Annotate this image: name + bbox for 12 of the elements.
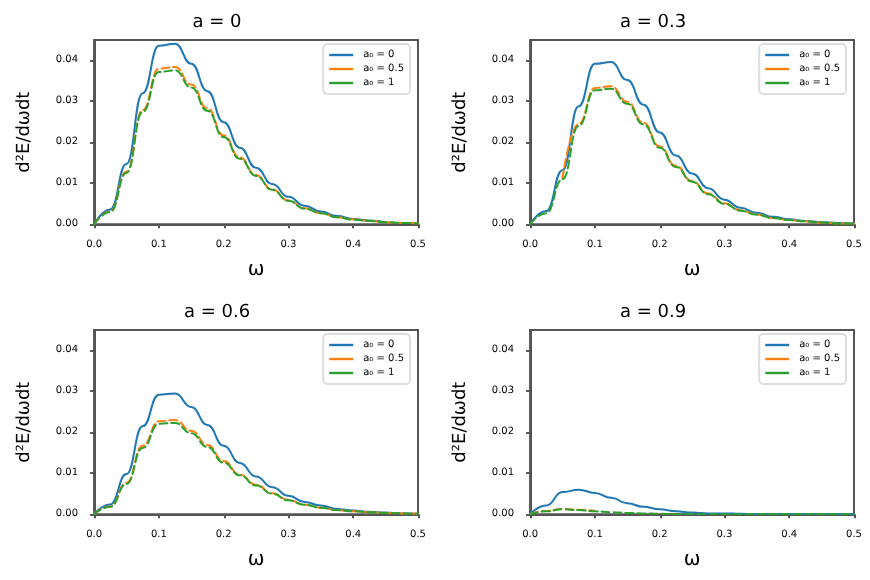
chart-title: a = 0 (192, 13, 243, 33)
chart-title: a = 0.9 (619, 303, 687, 323)
x-axis-title: ω (683, 259, 701, 281)
x-axis-title: ω (247, 549, 265, 571)
x-axis-title: ω (247, 259, 265, 281)
x-axis-title: ω (683, 549, 701, 571)
y-axis-title: d²E/dωdt (451, 380, 471, 463)
y-axis-title: d²E/dωdt (451, 90, 471, 173)
y-axis-title: d²E/dωdt (15, 90, 35, 173)
chart-title: a = 0.6 (183, 303, 251, 323)
y-axis-title: d²E/dωdt (15, 380, 35, 463)
chart-title: a = 0.3 (619, 13, 687, 33)
